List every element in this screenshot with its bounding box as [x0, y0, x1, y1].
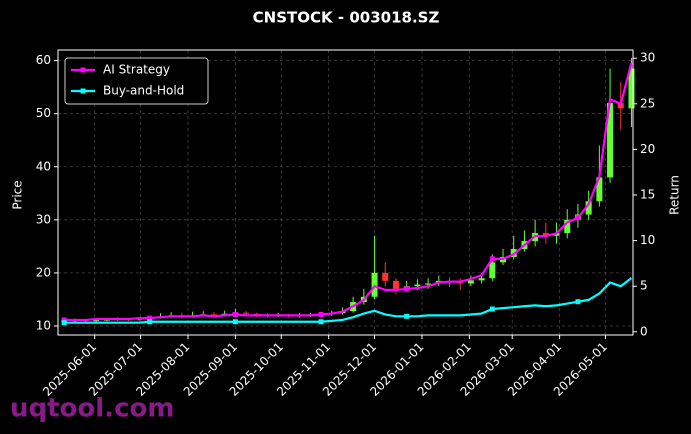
line-marker [147, 315, 153, 321]
line-marker [489, 256, 495, 262]
line-marker [61, 317, 67, 323]
candle-body [382, 272, 389, 281]
legend-marker [80, 67, 86, 73]
candle-body [243, 312, 250, 314]
y2-tick-label: 25 [640, 96, 655, 110]
y-tick-label: 20 [36, 265, 51, 279]
line-marker [489, 306, 495, 312]
candle-body [478, 278, 485, 281]
candle-body [617, 103, 624, 109]
legend-label: Buy-and-Hold [103, 84, 184, 98]
y2-tick-label: 10 [640, 233, 655, 247]
candle-body [564, 219, 571, 234]
line-marker [404, 313, 410, 319]
candle-body [607, 103, 614, 178]
candle-body [467, 280, 474, 284]
y2-tick-label: 20 [640, 142, 655, 156]
y-tick-label: 10 [36, 318, 51, 332]
y-tick-label: 30 [36, 212, 51, 226]
y2-axis-label: Return [668, 175, 682, 215]
candle-body [596, 177, 603, 202]
watermark: uqtool.com [10, 394, 174, 424]
y-axis-label: Price [11, 180, 25, 209]
candle-body [93, 320, 100, 322]
line-series [64, 62, 633, 322]
line-marker [232, 319, 238, 325]
candle-body [585, 201, 592, 215]
line-marker [575, 215, 581, 221]
legend-box [64, 57, 209, 105]
chart-title: CNSTOCK - 003018.SZ [253, 9, 440, 27]
line-marker [147, 319, 153, 325]
y-tick-label: 40 [36, 159, 51, 173]
y-tick-label: 50 [36, 106, 51, 120]
candle-body [371, 272, 378, 297]
line-marker [404, 286, 410, 292]
legend-label: AI Strategy [103, 63, 170, 77]
candle-body [392, 280, 399, 289]
line-marker [318, 311, 324, 317]
y2-tick-label: 30 [640, 51, 655, 65]
line-marker [61, 320, 67, 326]
y2-tick-label: 5 [640, 279, 648, 293]
candle-body [414, 284, 421, 287]
candle-body [210, 314, 217, 316]
candle-body [628, 68, 635, 109]
line-marker [575, 299, 581, 305]
candle-body [489, 262, 496, 279]
line-series [64, 277, 633, 324]
y-tick-label: 60 [36, 53, 51, 67]
line-marker [318, 319, 324, 325]
candle-body [542, 233, 549, 236]
legend-marker [80, 88, 86, 94]
y2-tick-label: 15 [640, 188, 655, 202]
y2-tick-label: 0 [640, 324, 648, 338]
plot-frame [57, 49, 634, 336]
candle-body [457, 282, 464, 284]
candle-body [425, 283, 432, 285]
line-marker [232, 311, 238, 317]
